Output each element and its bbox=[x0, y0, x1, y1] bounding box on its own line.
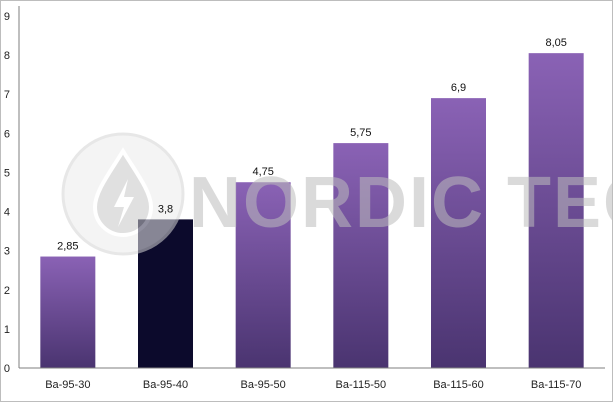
data-label: 2,85 bbox=[57, 241, 78, 253]
y-tick-label: 2 bbox=[4, 285, 10, 297]
y-tick-label: 4 bbox=[4, 207, 10, 219]
data-label: 3,8 bbox=[158, 203, 173, 215]
bar-ba-115-60 bbox=[431, 98, 486, 368]
x-tick-label: Ba-95-50 bbox=[241, 379, 286, 391]
y-tick-label: 7 bbox=[4, 89, 10, 101]
x-tick-label: Ba-115-70 bbox=[531, 379, 582, 391]
bar-ba-95-30 bbox=[40, 256, 96, 368]
y-tick-label: 8 bbox=[4, 50, 10, 62]
axes bbox=[18, 6, 605, 369]
data-label: 8,05 bbox=[545, 37, 566, 49]
data-label: 6,9 bbox=[451, 82, 466, 94]
x-tick-label: Ba-95-30 bbox=[45, 379, 90, 391]
y-tick-label: 9 bbox=[4, 11, 10, 23]
watermark-text: NORDIC TEC bbox=[189, 163, 613, 243]
bar-ba-95-50 bbox=[235, 182, 291, 368]
y-axis-ticks: 0 1 2 3 4 5 6 7 8 9 bbox=[4, 11, 10, 375]
x-tick-label: Ba-95-40 bbox=[143, 379, 188, 391]
bar-ba-115-50 bbox=[333, 143, 389, 368]
watermark: NORDIC TEC bbox=[61, 132, 613, 256]
x-tick-label: Ba-115-60 bbox=[433, 379, 484, 391]
data-label: 5,75 bbox=[350, 127, 371, 139]
x-axis-ticks: Ba-95-30 Ba-95-40 Ba-95-50 Ba-115-50 Ba-115-… bbox=[45, 379, 581, 391]
data-label: 4,75 bbox=[252, 166, 273, 178]
y-tick-label: 0 bbox=[4, 363, 10, 375]
water-drop-lightning-icon bbox=[61, 132, 185, 256]
data-labels: 2,85 3,8 4,75 5,75 6,9 8,05 bbox=[57, 37, 567, 252]
y-tick-label: 5 bbox=[4, 167, 10, 179]
y-tick-label: 1 bbox=[4, 324, 10, 336]
bars-layer bbox=[40, 53, 584, 369]
y-tick-label: 3 bbox=[4, 246, 10, 258]
bar-ba-115-70 bbox=[528, 53, 584, 369]
x-tick-label: Ba-115-50 bbox=[336, 379, 387, 391]
y-tick-label: 6 bbox=[4, 128, 10, 140]
